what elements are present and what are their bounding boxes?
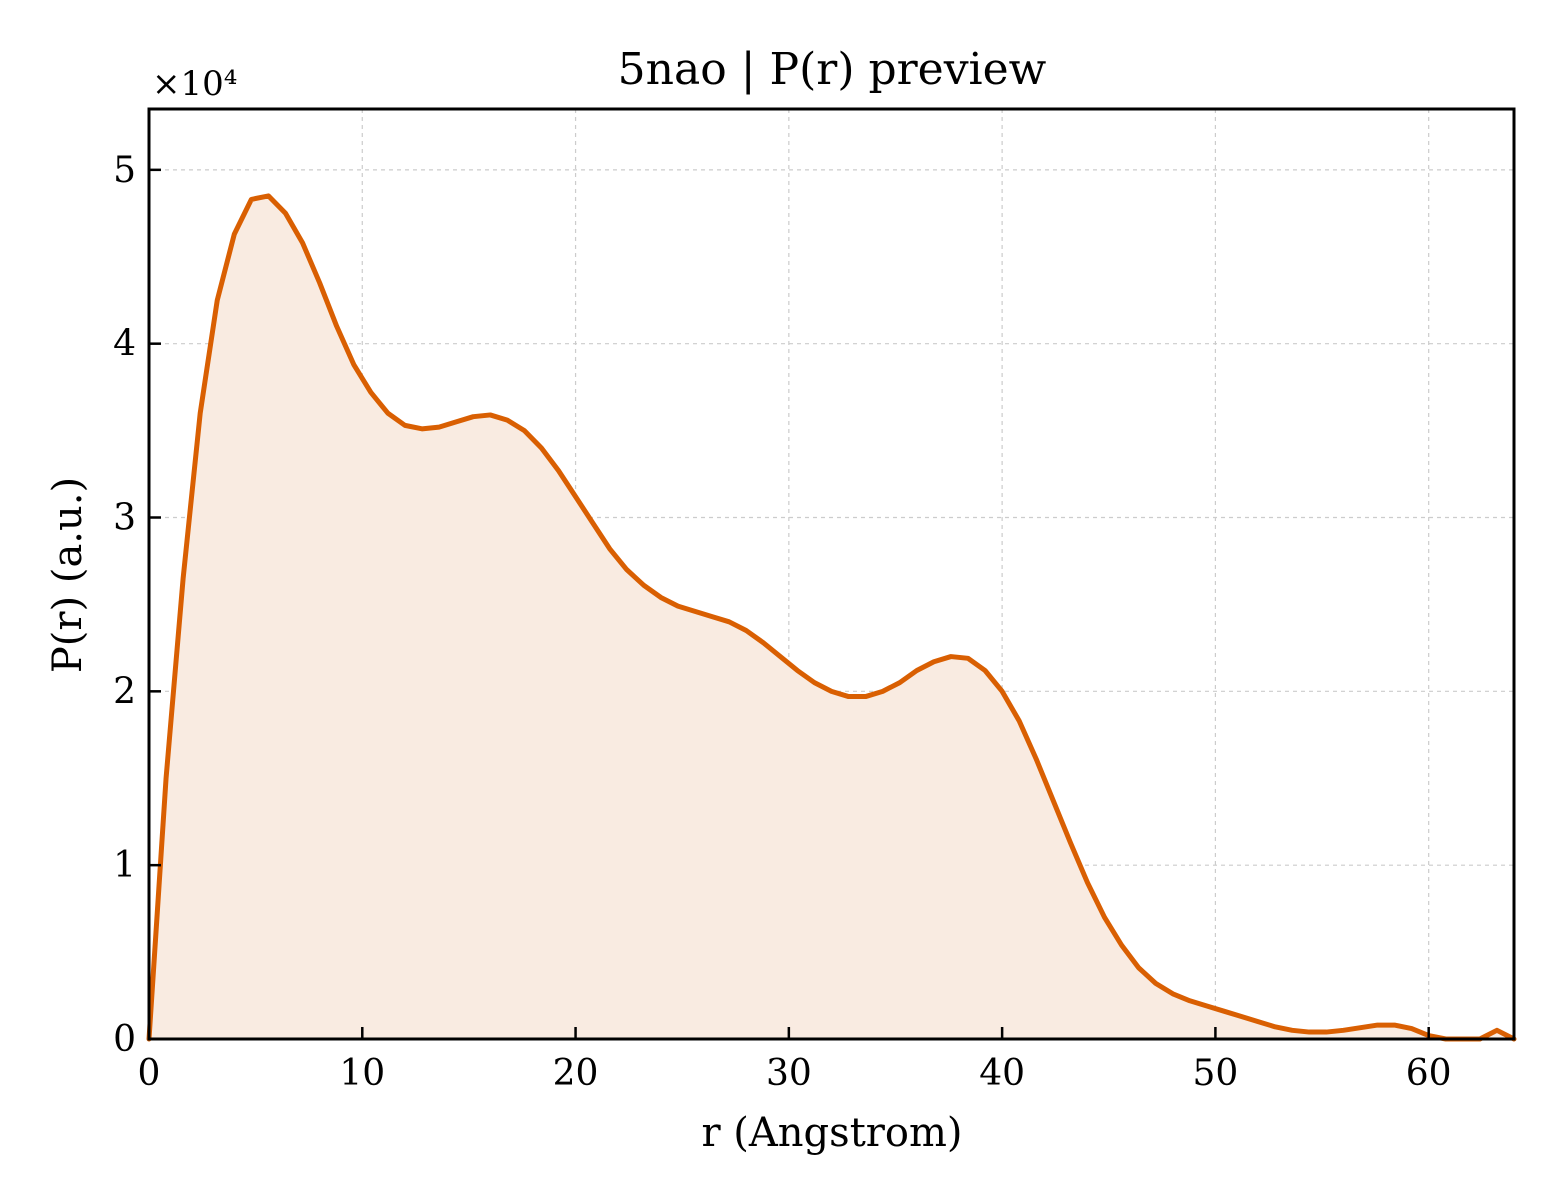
area-fill [149, 195, 1514, 1040]
y-offset-label: ×10⁴ [152, 64, 237, 104]
pr-curve [146, 193, 1517, 1042]
x-tick-label: 60 [1406, 1053, 1452, 1094]
x-axis-title: r (Angstrom) [701, 1110, 962, 1156]
x-tick-label: 30 [766, 1053, 812, 1094]
chart-title: 5nao | P(r) preview [618, 44, 1047, 95]
x-tick-label: 0 [138, 1053, 161, 1094]
x-tick-label: 40 [979, 1053, 1025, 1094]
y-tick-label: 5 [113, 150, 136, 191]
y-tick-label: 0 [113, 1019, 136, 1060]
plot-frame [147, 107, 1516, 1041]
y-tick-label: 1 [113, 845, 136, 886]
ticks [147, 168, 1430, 1041]
x-tick-label: 50 [1193, 1053, 1239, 1094]
y-tick-label: 2 [113, 671, 136, 712]
x-tick-label: 10 [339, 1053, 385, 1094]
y-axis-title: P(r) (a.u.) [45, 477, 91, 673]
tick-labels: 0 10 20 30 40 50 60 0 1 2 3 4 5 [113, 150, 1452, 1094]
y-tick-label: 3 [113, 498, 136, 539]
y-tick-label: 4 [113, 324, 136, 365]
x-tick-label: 20 [553, 1053, 599, 1094]
